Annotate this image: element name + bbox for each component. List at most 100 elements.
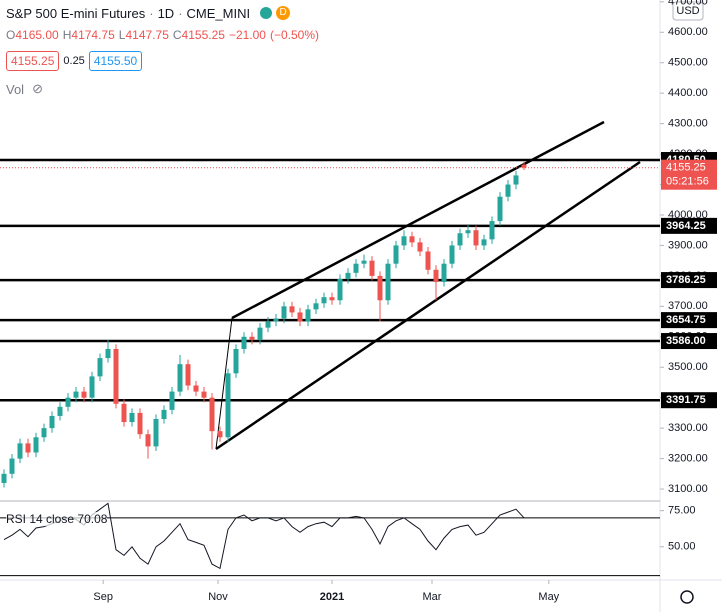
x-tick-label: Mar — [423, 591, 442, 603]
candle-body — [169, 391, 175, 410]
quote-key: H — [62, 28, 72, 42]
candle-body — [145, 434, 151, 447]
bid[interactable]: 4155.25 — [6, 51, 60, 71]
candle-body — [425, 251, 431, 270]
candle-body — [273, 318, 279, 322]
ohlc: O 4165.00 H 4174.75 L 4147.75 C 4155.25 −21.00 (−… — [6, 24, 319, 46]
candle-body — [329, 297, 335, 301]
quote-value: 4174.75 — [71, 28, 115, 42]
y-tick-label: 4700.00 — [668, 0, 708, 8]
price-level-label: 3964.25 — [666, 220, 706, 232]
candle-body — [441, 263, 447, 282]
y-tick-label: 3100.00 — [668, 483, 708, 495]
candle-body — [97, 358, 103, 377]
change: −21.00 — [228, 28, 266, 42]
price-level-tag — [661, 217, 717, 234]
exchange: CME_MINI — [186, 5, 251, 21]
candle-body — [473, 230, 479, 246]
candle-body — [153, 419, 159, 447]
rsi-legend: RSI 14 close 70.08 — [6, 512, 108, 526]
candle-body — [105, 348, 111, 359]
candle-body — [193, 385, 199, 392]
candle-body — [177, 364, 183, 392]
candle-body — [57, 406, 63, 416]
candle-body — [201, 391, 207, 398]
candle-body — [393, 245, 399, 264]
trend-line-lower — [215, 160, 641, 451]
y-tick-label: 4400.00 — [668, 87, 708, 99]
volume-label: Vol — [6, 81, 25, 97]
candle-body — [161, 409, 167, 420]
candle-body — [129, 412, 135, 423]
change-pct: (−0.50%) — [269, 28, 320, 42]
candle-body — [113, 348, 119, 404]
price-level-tag — [661, 312, 717, 329]
quote-key: C — [172, 28, 182, 42]
y-tick-label: 3700.00 — [668, 300, 708, 312]
x-tick-label: 2021 — [320, 591, 344, 603]
rsi-last: 70.08 — [77, 512, 108, 526]
spread: 0.25 — [63, 55, 85, 67]
candle-body — [17, 443, 23, 459]
candle-body — [41, 428, 47, 438]
y-tick-label: 3900.00 — [668, 239, 708, 251]
y-tick-label: 3300.00 — [668, 422, 708, 434]
candle-body — [481, 239, 487, 246]
candle-body — [33, 437, 39, 453]
settings-icon[interactable] — [680, 590, 694, 604]
last-price-tag — [661, 159, 717, 190]
quote-key: O — [6, 28, 16, 42]
candle-body — [265, 321, 271, 328]
candle-body — [489, 221, 495, 240]
candle-body — [233, 348, 239, 374]
y-tick-label: 4600.00 — [668, 26, 708, 38]
candle-body — [521, 164, 527, 168]
x-tick-label: Sep — [93, 591, 113, 603]
y-tick-label: 4500.00 — [668, 57, 708, 69]
x-tick-label: Nov — [208, 591, 228, 603]
price-level-tag — [661, 392, 717, 409]
last-price-label: 4155.25 — [666, 162, 706, 174]
candle-body — [449, 245, 455, 264]
currency-box[interactable] — [672, 1, 704, 21]
candle-body — [513, 175, 519, 185]
interval: 1D — [157, 5, 175, 21]
countdown: 05:21:56 — [666, 176, 709, 188]
candle-body — [433, 269, 439, 282]
quote-key: L — [118, 28, 126, 42]
price-level-label: 3391.75 — [666, 394, 706, 406]
y-tick-label: 3200.00 — [668, 452, 708, 464]
rsi-tick-label: 75.00 — [668, 505, 696, 517]
candle-body — [457, 233, 463, 246]
candle-body — [361, 260, 367, 264]
candle-body — [497, 196, 503, 222]
candle-body — [81, 391, 87, 398]
price-level-label: 3786.25 — [666, 274, 706, 286]
candle-body — [337, 278, 343, 301]
candle-body — [9, 458, 15, 474]
candle-body — [417, 242, 423, 252]
rsi-name: RSI 14 close — [6, 512, 75, 526]
candle-body — [505, 184, 511, 197]
candle-body — [89, 376, 95, 398]
trend-line-upper — [231, 120, 605, 320]
candle-body — [49, 415, 55, 429]
candle-body — [257, 327, 263, 340]
candle-body — [305, 309, 311, 322]
candle-body — [409, 236, 415, 243]
candle-body — [313, 303, 319, 310]
candle-body — [25, 443, 31, 453]
candle-body — [65, 397, 71, 407]
candle-body — [385, 263, 391, 301]
candle-body — [401, 236, 407, 246]
candle-body — [289, 306, 295, 313]
quote-value: 4155.25 — [181, 28, 225, 42]
price-level-label: 3586.00 — [666, 335, 706, 347]
candle-body — [321, 297, 327, 304]
x-tick-label: May — [538, 591, 559, 603]
candle-body — [377, 275, 383, 301]
ask[interactable]: 4155.50 — [88, 51, 143, 71]
candle-body — [353, 263, 359, 273]
y-tick-label: 3500.00 — [668, 361, 708, 373]
